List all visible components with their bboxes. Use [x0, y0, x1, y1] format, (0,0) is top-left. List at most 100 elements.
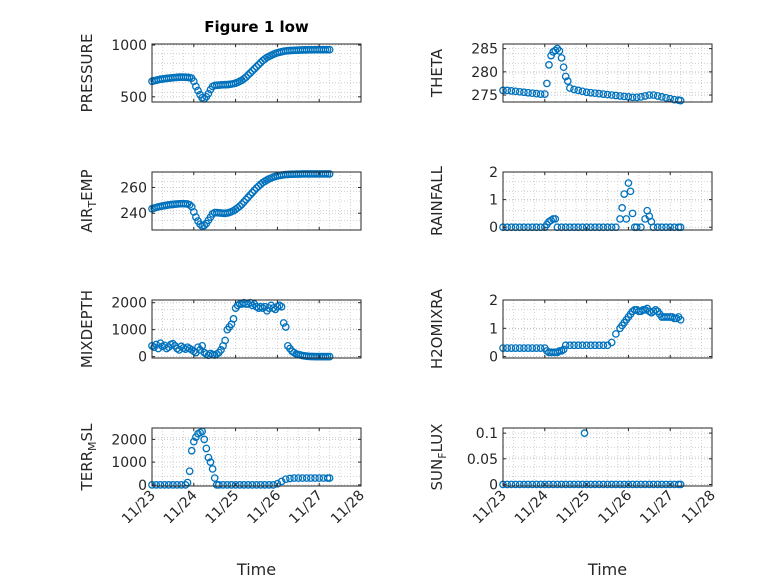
data-point — [676, 480, 685, 489]
data-point — [524, 480, 532, 489]
data-point — [578, 480, 587, 489]
data-point — [194, 86, 202, 95]
data-point — [325, 352, 334, 361]
data-point — [511, 480, 520, 489]
data-point — [200, 221, 209, 230]
data-point — [240, 481, 248, 489]
data-point — [524, 344, 532, 352]
data-point — [273, 479, 282, 488]
axes-box — [502, 171, 713, 231]
data-point — [219, 481, 227, 489]
data-point — [189, 437, 198, 446]
data-point — [244, 481, 252, 489]
y-tick-label: 2000 — [111, 296, 147, 312]
data-point — [208, 465, 217, 473]
data-point — [574, 341, 583, 350]
data-point — [246, 191, 255, 199]
data-point — [202, 444, 211, 453]
data-point — [286, 474, 294, 483]
data-point — [607, 480, 616, 489]
data-point — [578, 87, 587, 96]
data-point — [653, 92, 662, 100]
data-point — [528, 480, 537, 489]
data-point — [524, 88, 532, 97]
data-point — [204, 453, 213, 462]
data-point — [315, 474, 324, 482]
data-point — [235, 481, 244, 489]
data-point — [540, 90, 549, 98]
data-point — [169, 339, 177, 348]
x-tick-label: 11/25 — [554, 488, 594, 528]
data-point — [603, 480, 612, 489]
data-point — [570, 480, 578, 489]
x-axis-label: Time — [587, 560, 627, 579]
data-point — [561, 341, 570, 350]
x-tick-label: 11/23 — [470, 488, 510, 528]
x-tick-label: 11/26 — [595, 487, 635, 527]
axes-box — [151, 43, 362, 103]
data-point — [248, 67, 257, 75]
data-point — [532, 344, 541, 352]
y-tick-label: 1 — [489, 321, 498, 337]
data-point — [657, 93, 666, 101]
data-point — [250, 65, 259, 73]
x-tick-label: 11/25 — [203, 488, 243, 528]
data-point — [528, 344, 537, 352]
data-point — [200, 435, 209, 444]
data-point — [227, 481, 236, 489]
data-point — [645, 91, 654, 99]
data-point — [229, 315, 238, 323]
data-point — [586, 480, 595, 489]
subplot-3: 240 260 AIRTEMP — [78, 169, 362, 233]
data-point — [511, 87, 520, 96]
data-point — [641, 92, 649, 100]
data-point — [559, 63, 568, 72]
data-point — [507, 87, 516, 95]
data-point — [235, 202, 244, 211]
y-tick-label: 275 — [471, 88, 498, 104]
data-point — [181, 481, 190, 489]
axes-box — [502, 43, 713, 103]
data-point — [662, 480, 670, 489]
data-point — [622, 215, 631, 223]
data-point — [620, 190, 629, 198]
subplot-6: 0 1 2 H2OMIXRA — [428, 288, 713, 369]
data-point — [580, 429, 589, 437]
data-point — [160, 481, 169, 489]
data-point — [553, 480, 562, 489]
data-point — [248, 188, 257, 197]
y-tick-label: 500 — [120, 90, 147, 106]
data-point — [599, 90, 608, 98]
data-point — [628, 93, 637, 102]
data-point — [325, 474, 334, 482]
data-point — [561, 480, 570, 489]
data-point — [221, 336, 229, 345]
data-point — [620, 92, 629, 101]
y-label-part: SUN — [428, 459, 446, 491]
data-point — [507, 480, 516, 489]
data-point — [215, 481, 223, 489]
data-point — [290, 474, 298, 482]
data-point — [632, 93, 641, 102]
data-series — [499, 304, 685, 357]
x-tick-label: 11/27 — [637, 488, 677, 528]
data-point — [662, 93, 670, 102]
axes-box — [502, 427, 713, 487]
data-point — [250, 186, 259, 195]
y-label-part: AIR — [78, 208, 96, 233]
data-series — [499, 44, 685, 105]
data-point — [595, 89, 603, 98]
data-point — [169, 481, 177, 489]
data-point — [624, 179, 633, 187]
y-tick-label: 1000 — [111, 455, 147, 471]
data-point — [574, 480, 583, 489]
data-series — [148, 427, 334, 489]
data-point — [599, 480, 608, 489]
data-point — [520, 344, 528, 352]
y-label-subscript: M — [86, 441, 99, 451]
y-tick-label: 280 — [471, 65, 498, 81]
data-point — [240, 198, 248, 206]
data-series — [148, 298, 334, 361]
